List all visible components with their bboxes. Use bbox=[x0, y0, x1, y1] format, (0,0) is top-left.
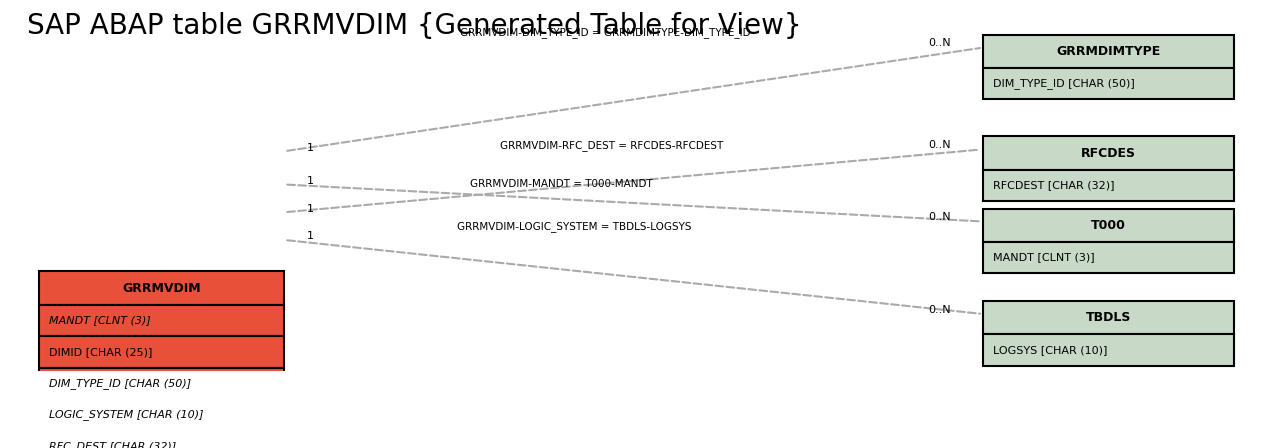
FancyBboxPatch shape bbox=[39, 305, 285, 336]
FancyBboxPatch shape bbox=[39, 271, 285, 305]
FancyBboxPatch shape bbox=[39, 399, 285, 431]
Text: 0..N: 0..N bbox=[928, 212, 951, 222]
Text: 0..N: 0..N bbox=[928, 305, 951, 314]
FancyBboxPatch shape bbox=[982, 136, 1235, 170]
Text: RFCDES: RFCDES bbox=[1081, 146, 1136, 159]
Text: TBDLS: TBDLS bbox=[1086, 311, 1131, 324]
Text: RFCDEST [CHAR (32)]: RFCDEST [CHAR (32)] bbox=[992, 181, 1115, 190]
Text: 0..N: 0..N bbox=[928, 38, 951, 48]
Text: GRRMVDIM: GRRMVDIM bbox=[122, 282, 200, 295]
Text: T000: T000 bbox=[1091, 219, 1126, 232]
Text: GRRMVDIM-DIM_TYPE_ID = GRRMDIMTYPE-DIM_TYPE_ID: GRRMVDIM-DIM_TYPE_ID = GRRMDIMTYPE-DIM_T… bbox=[460, 27, 750, 38]
FancyBboxPatch shape bbox=[982, 301, 1235, 334]
Text: SAP ABAP table GRRMVDIM {Generated Table for View}: SAP ABAP table GRRMVDIM {Generated Table… bbox=[26, 13, 801, 40]
Text: DIM_TYPE_ID [CHAR (50)]: DIM_TYPE_ID [CHAR (50)] bbox=[49, 378, 192, 389]
Text: DIMID [CHAR (25)]: DIMID [CHAR (25)] bbox=[49, 347, 153, 357]
Text: 1: 1 bbox=[308, 203, 314, 214]
FancyBboxPatch shape bbox=[39, 431, 285, 448]
Text: GRRMVDIM-LOGIC_SYSTEM = TBDLS-LOGSYS: GRRMVDIM-LOGIC_SYSTEM = TBDLS-LOGSYS bbox=[456, 222, 691, 233]
FancyBboxPatch shape bbox=[39, 336, 285, 368]
Text: MANDT [CLNT (3)]: MANDT [CLNT (3)] bbox=[992, 253, 1095, 263]
Text: GRRMDIMTYPE: GRRMDIMTYPE bbox=[1057, 45, 1160, 58]
Text: MANDT [CLNT (3)]: MANDT [CLNT (3)] bbox=[49, 315, 151, 325]
FancyBboxPatch shape bbox=[982, 68, 1235, 99]
Text: DIM_TYPE_ID [CHAR (50)]: DIM_TYPE_ID [CHAR (50)] bbox=[992, 78, 1135, 89]
FancyBboxPatch shape bbox=[982, 170, 1235, 201]
Text: GRRMVDIM-RFC_DEST = RFCDES-RFCDEST: GRRMVDIM-RFC_DEST = RFCDES-RFCDEST bbox=[501, 140, 724, 151]
FancyBboxPatch shape bbox=[982, 34, 1235, 68]
FancyBboxPatch shape bbox=[39, 368, 285, 399]
FancyBboxPatch shape bbox=[982, 334, 1235, 366]
Text: RFC_DEST [CHAR (32)]: RFC_DEST [CHAR (32)] bbox=[49, 441, 177, 448]
Text: 1: 1 bbox=[308, 231, 314, 241]
Text: GRRMVDIM-MANDT = T000-MANDT: GRRMVDIM-MANDT = T000-MANDT bbox=[470, 180, 653, 190]
Text: LOGSYS [CHAR (10)]: LOGSYS [CHAR (10)] bbox=[992, 345, 1107, 355]
FancyBboxPatch shape bbox=[982, 208, 1235, 242]
Text: 1: 1 bbox=[308, 176, 314, 186]
Text: 1: 1 bbox=[308, 142, 314, 152]
FancyBboxPatch shape bbox=[982, 242, 1235, 273]
Text: 0..N: 0..N bbox=[928, 140, 951, 150]
Text: LOGIC_SYSTEM [CHAR (10)]: LOGIC_SYSTEM [CHAR (10)] bbox=[49, 409, 204, 420]
